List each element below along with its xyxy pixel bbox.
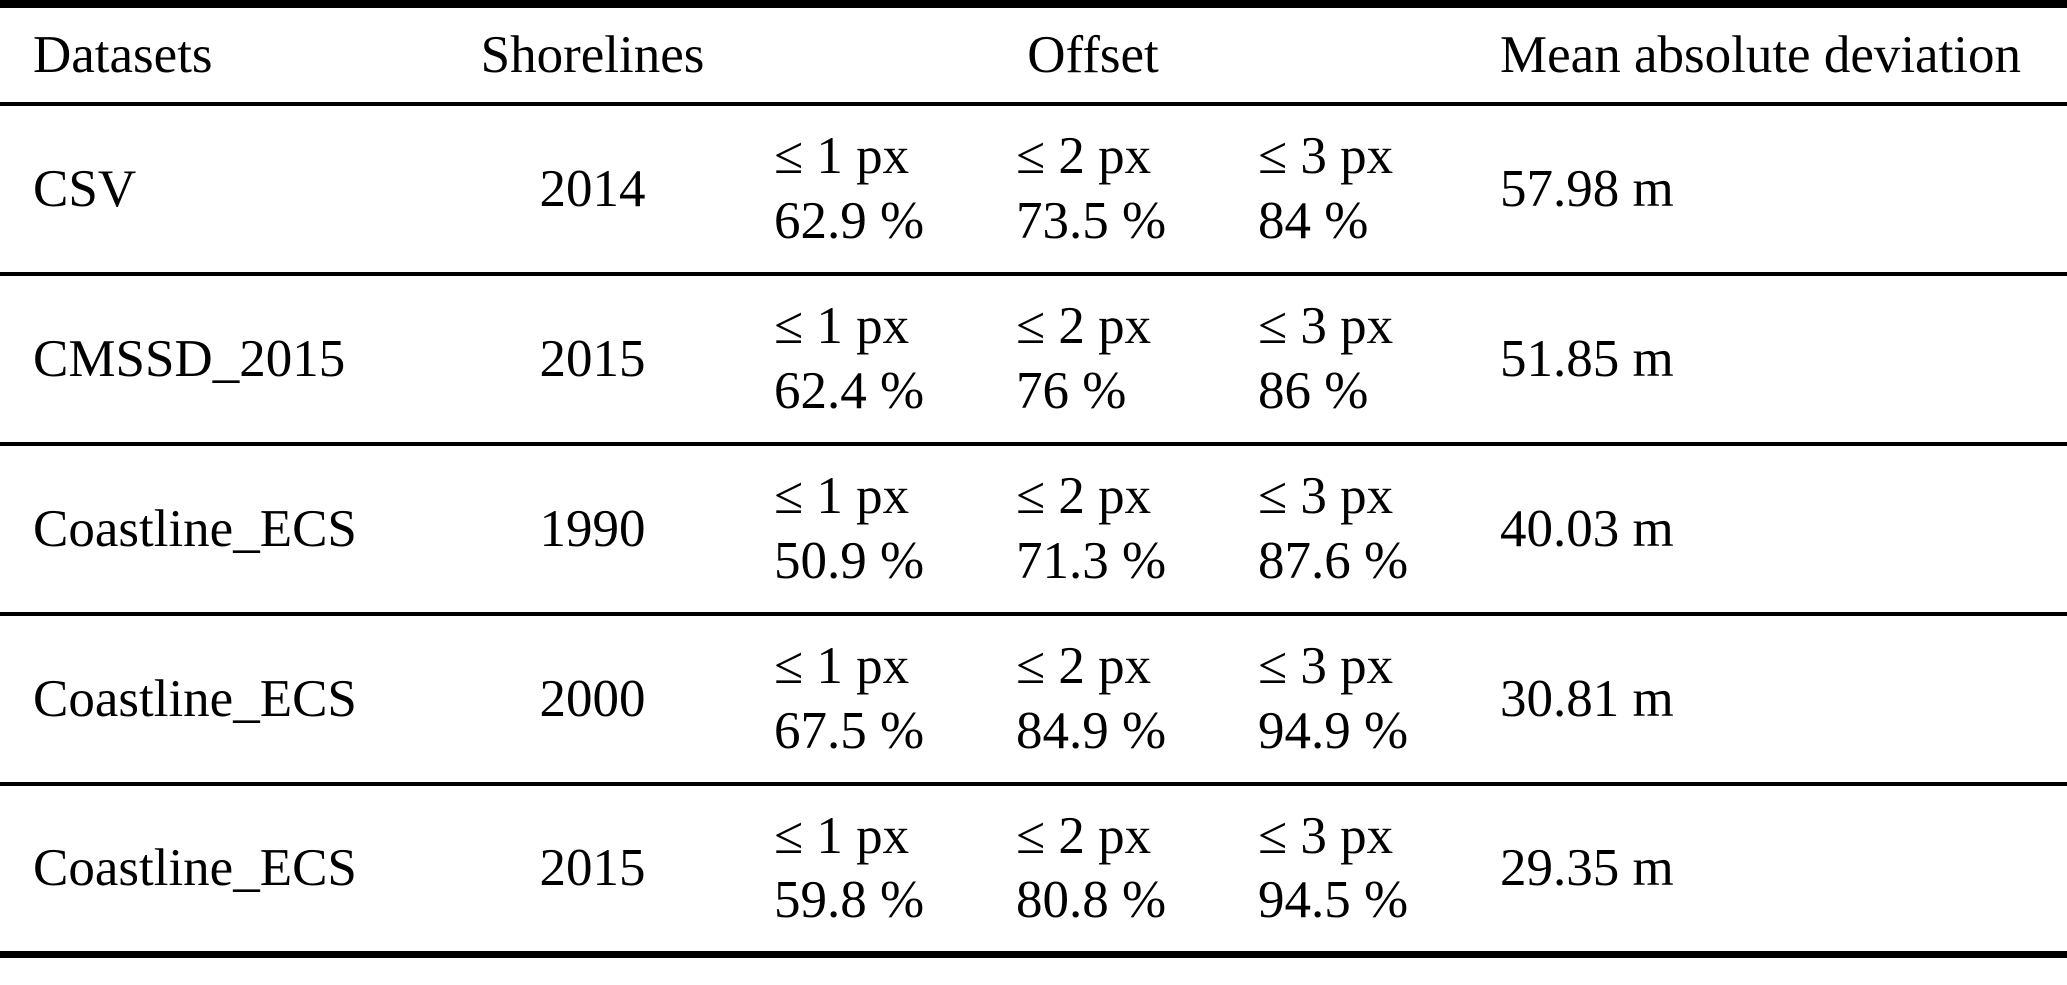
dataset-cell: CSV bbox=[33, 159, 137, 218]
table-header-row: Datasets Shorelines Offset Mean absolute… bbox=[0, 4, 2067, 104]
offset-percentage: 62.4 % bbox=[774, 362, 925, 420]
offset-threshold-label: ≤ 3 px bbox=[1258, 806, 1394, 865]
offset-threshold-label: ≤ 2 px bbox=[1016, 637, 1152, 696]
offset-percentage: 71.3 % bbox=[1016, 532, 1167, 590]
offset-3px-cell: ≤ 3 px 94.9 % bbox=[1214, 614, 1456, 784]
offset-2px-cell: ≤ 2 px 76 % bbox=[972, 274, 1214, 444]
offset-threshold-label: ≤ 2 px bbox=[1016, 806, 1152, 865]
offset-2px-cell: ≤ 2 px 73.5 % bbox=[972, 104, 1214, 274]
table-row: Coastline_ECS 2015 ≤ 1 px 59.8 % ≤ 2 px 80… bbox=[0, 784, 2067, 954]
offset-threshold-label: ≤ 2 px bbox=[1016, 127, 1152, 186]
offset-2px-cell: ≤ 2 px 84.9 % bbox=[972, 614, 1214, 784]
offset-percentage: 84.9 % bbox=[1016, 702, 1167, 760]
offset-1px-cell: ≤ 1 px 62.9 % bbox=[730, 104, 972, 274]
offset-threshold-label: ≤ 3 px bbox=[1258, 637, 1394, 696]
mean-absolute-deviation-cell: 30.81 m bbox=[1500, 669, 1674, 728]
offset-1px-cell: ≤ 1 px 67.5 % bbox=[730, 614, 972, 784]
offset-percentage: 62.9 % bbox=[774, 192, 925, 250]
offset-3px-cell: ≤ 3 px 87.6 % bbox=[1214, 444, 1456, 614]
offset-percentage: 59.8 % bbox=[774, 871, 925, 930]
offset-threshold-label: ≤ 2 px bbox=[1016, 297, 1152, 356]
shorelines-cell: 2014 bbox=[539, 159, 646, 218]
offset-threshold-label: ≤ 3 px bbox=[1258, 297, 1394, 356]
offset-percentage: 87.6 % bbox=[1258, 532, 1409, 590]
offset-percentage: 86 % bbox=[1258, 362, 1369, 420]
offset-1px-cell: ≤ 1 px 50.9 % bbox=[730, 444, 972, 614]
offset-threshold-label: ≤ 1 px bbox=[774, 297, 910, 356]
column-header-shorelines: Shorelines bbox=[480, 25, 705, 84]
offset-threshold-label: ≤ 1 px bbox=[774, 637, 910, 696]
column-header-datasets: Datasets bbox=[33, 25, 213, 84]
offset-1px-cell: ≤ 1 px 59.8 % bbox=[730, 784, 972, 954]
offset-percentage: 73.5 % bbox=[1016, 192, 1167, 250]
dataset-cell: Coastline_ECS bbox=[33, 669, 357, 728]
offset-threshold-label: ≤ 2 px bbox=[1016, 467, 1152, 526]
table-row: Coastline_ECS 1990 ≤ 1 px 50.9 % ≤ 2 px 71… bbox=[0, 444, 2067, 614]
offset-3px-cell: ≤ 3 px 94.5 % bbox=[1214, 784, 1456, 954]
offset-2px-cell: ≤ 2 px 80.8 % bbox=[972, 784, 1214, 954]
shorelines-cell: 2015 bbox=[539, 838, 646, 897]
offset-percentage: 84 % bbox=[1258, 192, 1369, 250]
offset-threshold-label: ≤ 3 px bbox=[1258, 467, 1394, 526]
offset-percentage: 76 % bbox=[1016, 362, 1127, 420]
dataset-cell: CMSSD_2015 bbox=[33, 329, 346, 388]
mean-absolute-deviation-cell: 29.35 m bbox=[1500, 838, 1674, 897]
offset-1px-cell: ≤ 1 px 62.4 % bbox=[730, 274, 972, 444]
shorelines-cell: 2015 bbox=[539, 329, 646, 388]
offset-threshold-label: ≤ 1 px bbox=[774, 467, 910, 526]
offset-3px-cell: ≤ 3 px 84 % bbox=[1214, 104, 1456, 274]
table-row: Coastline_ECS 2000 ≤ 1 px 67.5 % ≤ 2 px 84… bbox=[0, 614, 2067, 784]
mean-absolute-deviation-cell: 57.98 m bbox=[1500, 159, 1674, 218]
offset-percentage: 80.8 % bbox=[1016, 871, 1167, 930]
column-header-mean-absolute-deviation: Mean absolute deviation bbox=[1500, 25, 2022, 84]
dataset-cell: Coastline_ECS bbox=[33, 838, 357, 897]
shorelines-cell: 1990 bbox=[539, 499, 646, 558]
offset-threshold-label: ≤ 1 px bbox=[774, 806, 910, 865]
shorelines-cell: 2000 bbox=[539, 669, 646, 728]
offset-percentage: 94.9 % bbox=[1258, 702, 1409, 760]
table-row: CSV 2014 ≤ 1 px 62.9 % ≤ 2 px 73.5 % ≤ 3 p… bbox=[0, 104, 2067, 274]
offset-percentage: 50.9 % bbox=[774, 532, 925, 590]
mean-absolute-deviation-cell: 40.03 m bbox=[1500, 499, 1674, 558]
mean-absolute-deviation-cell: 51.85 m bbox=[1500, 329, 1674, 388]
offset-2px-cell: ≤ 2 px 71.3 % bbox=[972, 444, 1214, 614]
column-header-offset: Offset bbox=[1027, 25, 1159, 84]
offset-percentage: 67.5 % bbox=[774, 702, 925, 760]
results-table: Datasets Shorelines Offset Mean absolute… bbox=[0, 0, 2067, 958]
offset-percentage: 94.5 % bbox=[1258, 871, 1409, 930]
offset-threshold-label: ≤ 1 px bbox=[774, 127, 910, 186]
offset-3px-cell: ≤ 3 px 86 % bbox=[1214, 274, 1456, 444]
offset-threshold-label: ≤ 3 px bbox=[1258, 127, 1394, 186]
dataset-cell: Coastline_ECS bbox=[33, 499, 357, 558]
table-row: CMSSD_2015 2015 ≤ 1 px 62.4 % ≤ 2 px 76 % … bbox=[0, 274, 2067, 444]
